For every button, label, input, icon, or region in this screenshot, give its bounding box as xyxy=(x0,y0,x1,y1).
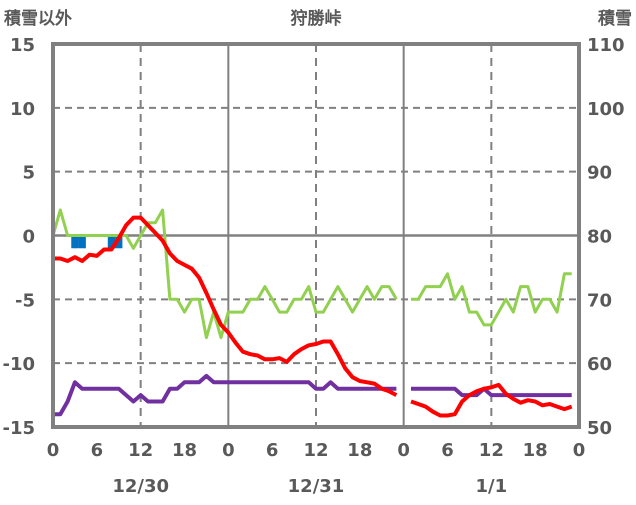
right-tick-label: 110 xyxy=(587,35,625,56)
x-tick-label: 6 xyxy=(266,440,279,461)
right-tick-label: 70 xyxy=(587,290,612,311)
purple-series xyxy=(53,373,572,417)
left-tick-label: -5 xyxy=(15,290,35,311)
right-tick-label: 100 xyxy=(587,99,625,120)
left-tick-label: 0 xyxy=(22,227,35,248)
bar xyxy=(115,235,123,249)
left-tick-label: -15 xyxy=(2,418,35,439)
right-tick-label: 80 xyxy=(587,227,612,248)
x-tick-label: 12 xyxy=(128,440,153,461)
red-series xyxy=(53,215,573,418)
x-tick-label: 18 xyxy=(347,440,372,461)
green-series xyxy=(51,208,572,340)
left-tick-label: 5 xyxy=(22,163,35,184)
x-date-label: 12/30 xyxy=(112,476,169,497)
x-tick-label: 12 xyxy=(303,440,328,461)
x-tick-label: 0 xyxy=(397,440,410,461)
bars xyxy=(71,235,123,249)
x-tick-label: 0 xyxy=(573,440,586,461)
bar xyxy=(71,235,79,249)
right-axis-label: 積雪 xyxy=(598,8,632,29)
x-tick-label: 6 xyxy=(91,440,104,461)
x-tick-label: 12 xyxy=(479,440,504,461)
x-tick-label: 0 xyxy=(47,440,60,461)
chart-title: 狩勝峠 xyxy=(291,8,342,29)
x-date-label: 12/31 xyxy=(288,476,345,497)
x-tick-label: 18 xyxy=(523,440,548,461)
grid xyxy=(53,44,579,427)
bar xyxy=(78,235,86,249)
plot-frame xyxy=(51,42,581,429)
x-tick-label: 6 xyxy=(441,440,454,461)
x-tick-label: 0 xyxy=(222,440,235,461)
lines xyxy=(51,208,573,418)
x-tick-label: 18 xyxy=(172,440,197,461)
right-tick-label: 90 xyxy=(587,163,612,184)
right-tick-label: 60 xyxy=(587,354,612,375)
left-axis-label: 積雪以外 xyxy=(4,8,72,29)
bar xyxy=(107,235,116,249)
right-tick-label: 50 xyxy=(587,418,612,439)
left-tick-label: 15 xyxy=(10,35,35,56)
left-tick-label: 10 xyxy=(10,99,35,120)
left-tick-label: -10 xyxy=(2,354,35,375)
x-date-label: 1/1 xyxy=(476,476,508,497)
